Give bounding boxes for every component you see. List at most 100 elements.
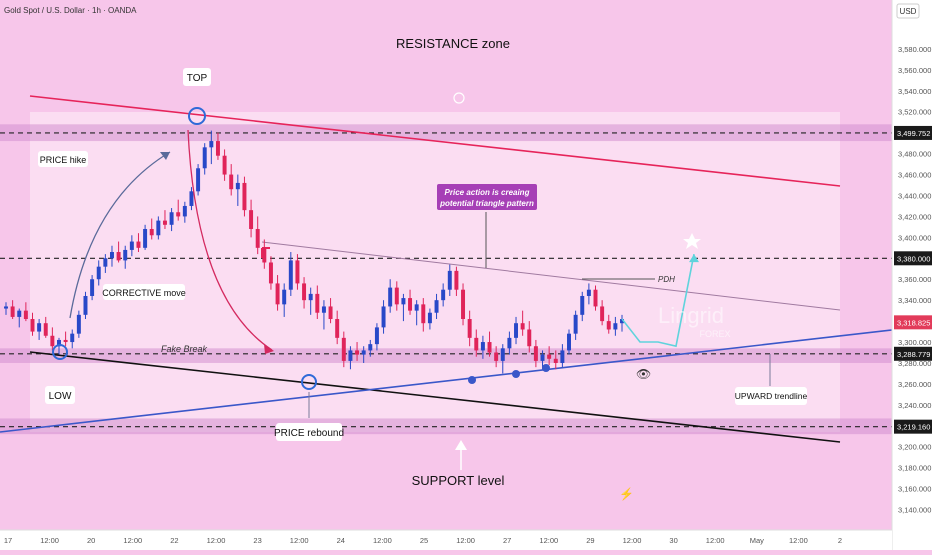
low-label: LOW (49, 391, 72, 402)
support-trendline (29, 351, 841, 443)
price-badge-2 (894, 315, 932, 330)
candle-body (262, 247, 267, 263)
candle-body (282, 289, 287, 305)
y-tick-label: 3,540.000 (898, 87, 931, 96)
currency-label: USD (900, 7, 917, 16)
candle-body (123, 249, 128, 261)
candle-body (196, 168, 201, 192)
candle-body (613, 323, 618, 330)
candle-body (162, 220, 167, 225)
x-tick-label: 25 (420, 536, 428, 545)
eye-icon: 👁 (636, 367, 651, 381)
candle-body (335, 319, 340, 338)
projection (621, 253, 699, 348)
x-tick-label: 12:00 (373, 536, 392, 545)
candle-body (348, 350, 353, 361)
upward-label: UPWARD trendline (735, 391, 808, 401)
candle-body (189, 191, 194, 206)
candle-body (341, 337, 346, 361)
candle-body (421, 304, 426, 324)
candle-body (275, 283, 280, 305)
price-badge-1 (894, 251, 932, 266)
price-badge-3 (894, 346, 932, 361)
candle-body (593, 289, 598, 307)
candle-body (295, 260, 300, 284)
range-area (30, 112, 840, 432)
candle-body (494, 352, 499, 361)
y-ticks: 3,140.0003,160.0003,180.0003,200.0003,22… (898, 45, 931, 515)
corrective-label: CORRECTIVE move (102, 288, 186, 298)
price-badge-4 (894, 419, 932, 434)
pdh-label: PDH (658, 275, 675, 284)
candle-body (527, 329, 532, 347)
touch-point-2 (512, 370, 520, 378)
candle-body (547, 354, 552, 359)
candle-body (394, 287, 399, 305)
price-hike-label: PRICE hike (40, 155, 87, 165)
time-axis (0, 530, 892, 550)
price-badge-label: 3,219.160 (897, 423, 930, 432)
candle-body (328, 306, 333, 320)
projection-arrowhead (689, 254, 699, 263)
candle-body (96, 266, 101, 280)
candle-body (268, 262, 273, 284)
projection-path (621, 253, 695, 348)
candle-body (434, 300, 439, 313)
candle-body (242, 182, 247, 211)
candle-body (308, 293, 313, 301)
upward-trendline (0, 329, 893, 433)
candle-body (90, 279, 95, 296)
candle-body (116, 252, 121, 261)
candle-body (427, 312, 432, 324)
candle-body (507, 337, 512, 349)
candle-body (10, 306, 15, 317)
triangle-note-box (437, 184, 537, 210)
x-tick-label: 12:00 (706, 536, 725, 545)
candle-body (520, 323, 525, 330)
price-badge-label: 3,318.825 (897, 318, 930, 327)
x-tick-label: 12:00 (623, 536, 642, 545)
top-circle (188, 107, 206, 125)
candle-body (255, 228, 260, 248)
x-tick-label: 30 (669, 536, 677, 545)
watermark-brand: Lingrid (658, 303, 724, 328)
candle-body (109, 252, 114, 259)
candle-body (103, 258, 108, 267)
trendlines (0, 95, 893, 443)
triangle-upper-line (261, 241, 841, 311)
x-ticks: 17 12:00 20 12:00 22 12:00 23 12:00 24 12:00 25 12:… (4, 536, 842, 545)
triangle-note-line1: Price action is creaing (445, 188, 530, 197)
candle-body (321, 306, 326, 313)
x-tick-label: 12:00 (290, 536, 309, 545)
candle-body (37, 323, 42, 332)
top-label: TOP (187, 73, 208, 84)
candle-body (169, 212, 174, 225)
candle-body (560, 350, 565, 363)
candle-body (368, 344, 373, 351)
candle-body (553, 358, 558, 363)
candle-body (202, 147, 207, 169)
x-tick-label: 23 (253, 536, 261, 545)
candle-body (474, 337, 479, 351)
x-tick-label: 12:00 (123, 536, 142, 545)
candle-body (76, 314, 81, 334)
candle-body (414, 304, 419, 311)
symbol-header: Gold Spot / U.S. Dollar · 1h · OANDA (4, 6, 137, 15)
price-badge-label: 3,380.000 (897, 254, 930, 263)
touch-point-1 (468, 376, 476, 384)
candle-body (454, 270, 459, 290)
y-tick-label: 3,240.000 (898, 401, 931, 410)
candle-body (57, 339, 61, 347)
candle-body (567, 333, 571, 351)
candle-body (500, 348, 505, 361)
x-tick-label: 12:00 (539, 536, 558, 545)
candle-body (487, 342, 492, 353)
candle-body (156, 220, 161, 236)
y-tick-label: 3,480.000 (898, 150, 931, 159)
x-tick-label: 22 (170, 536, 178, 545)
touch-point-3 (542, 364, 550, 372)
candle-body (129, 241, 134, 250)
candle-body (467, 319, 472, 338)
x-tick-label: 2 (838, 536, 842, 545)
